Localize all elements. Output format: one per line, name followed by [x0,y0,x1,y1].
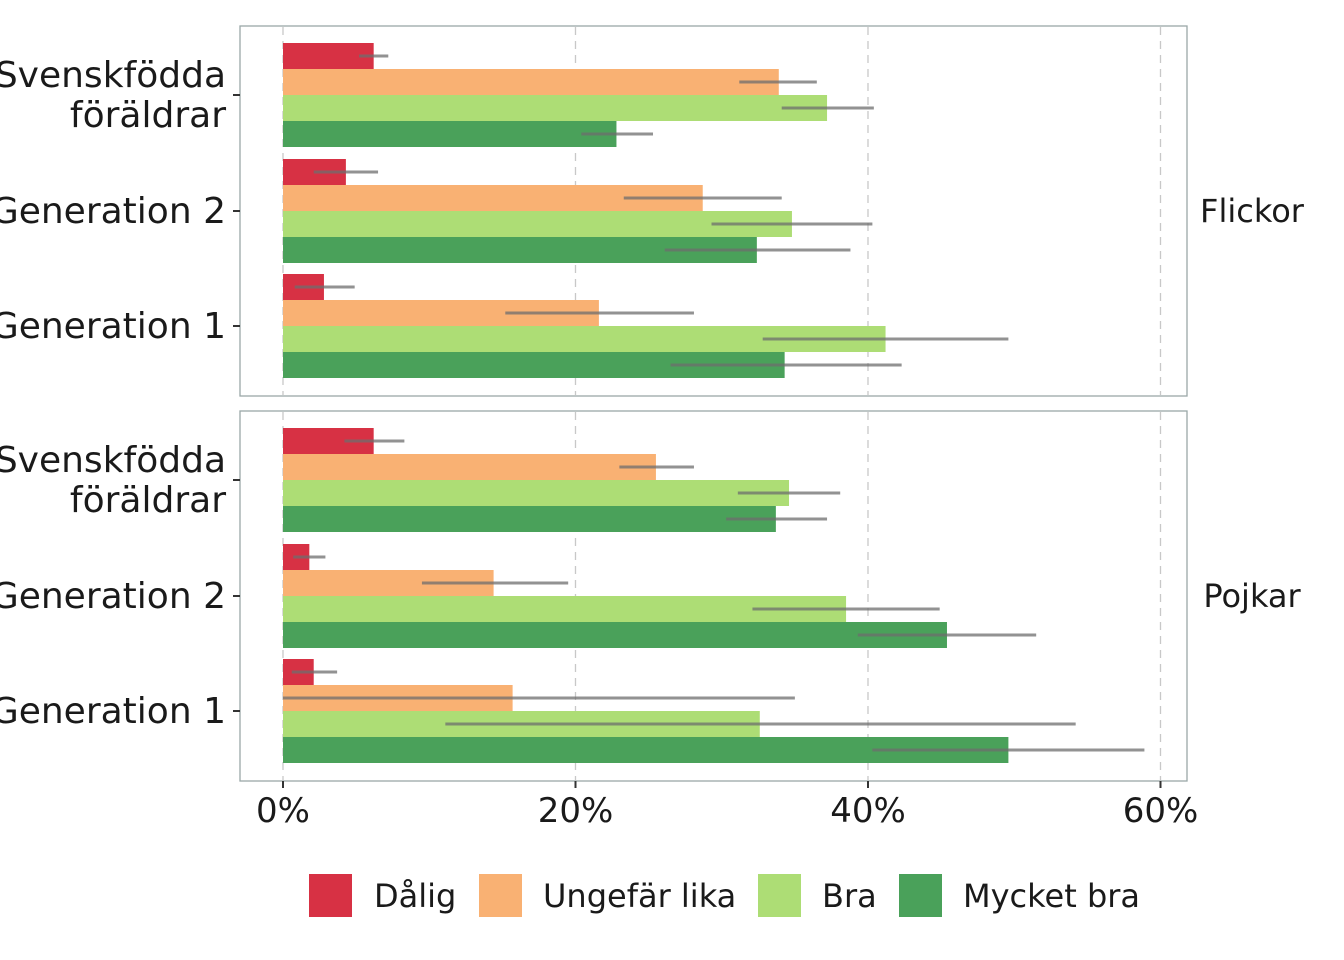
legend-key [309,874,352,917]
category-label: Svenskfödda [0,55,226,96]
category-label: föräldrar [70,480,226,521]
x-tick-label: 40% [830,791,906,831]
bar [283,596,847,622]
bar [283,43,374,69]
legend-label: Dålig [374,877,456,915]
category-label: Generation 2 [0,576,226,617]
x-tick-label: 20% [538,791,614,831]
legend-key [479,874,522,917]
bar [283,622,947,648]
legend-label: Bra [822,877,877,915]
category-label: Svenskfödda [0,440,226,481]
bar [283,480,790,506]
x-tick-label: 60% [1123,791,1199,831]
facet-label: Flickor [1200,192,1305,230]
category-label: Generation 2 [0,191,226,232]
legend-label: Ungefär lika [543,877,736,915]
bar [283,211,792,237]
facet-label: Pojkar [1203,577,1301,615]
legend-key [899,874,942,917]
bar [283,454,656,480]
category-label: Generation 1 [0,691,226,732]
bar [283,95,828,121]
bar [283,69,779,95]
x-tick-label: 0% [256,791,310,831]
legend-label: Mycket bra [963,877,1140,915]
legend: Dålig Ungefär lika Bra Mycket bra [309,874,1140,917]
bar [283,121,617,147]
category-label: Generation 1 [0,306,226,347]
bar [283,506,776,532]
category-label: föräldrar [70,95,226,136]
legend-key [758,874,801,917]
